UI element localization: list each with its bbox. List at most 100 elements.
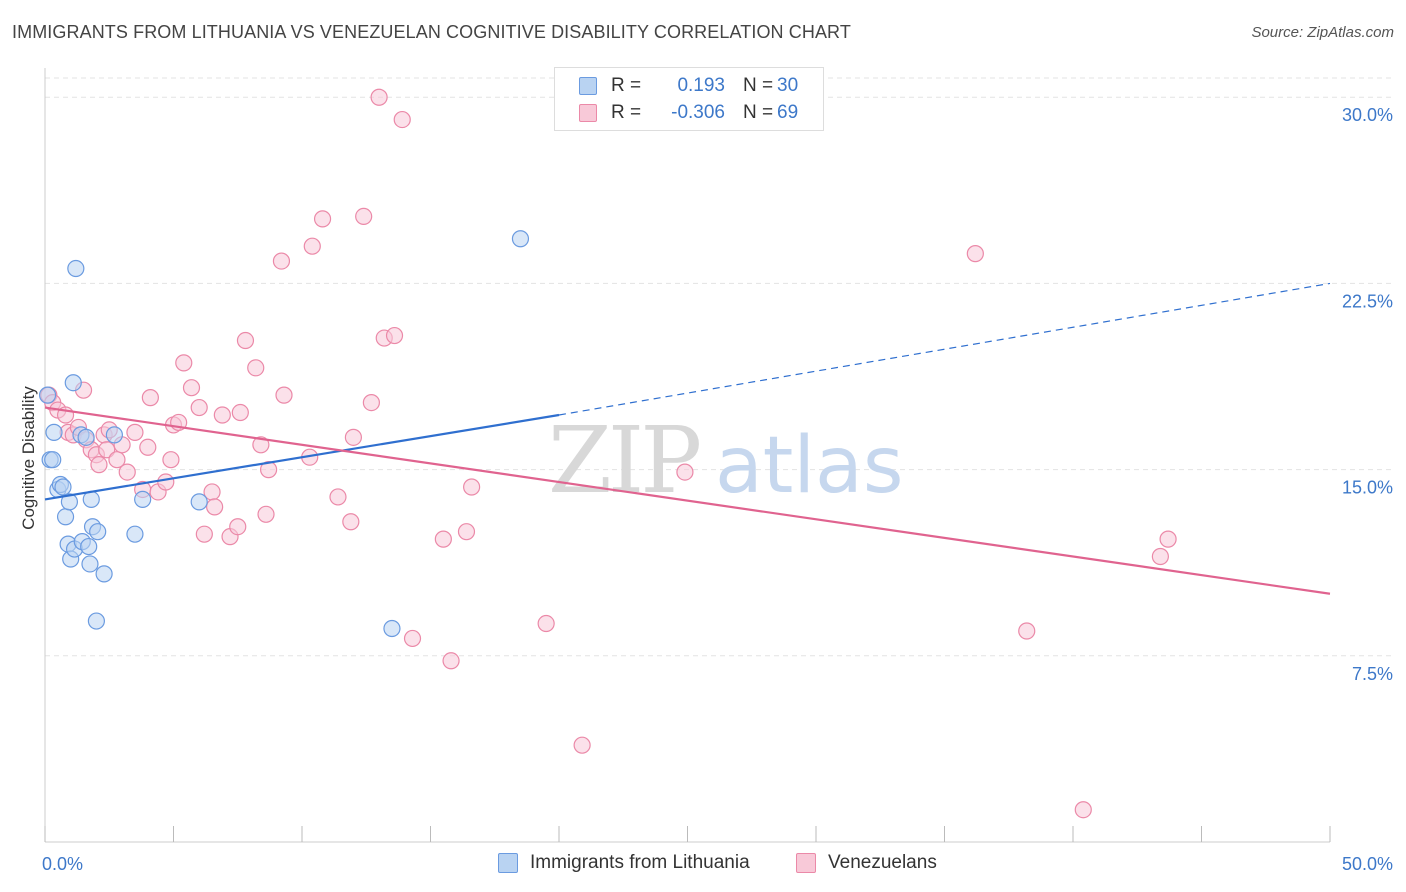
venezuelan-point — [442, 652, 460, 670]
venezuelan-point — [175, 354, 193, 372]
legend-row-venezuelans: R = -0.306 N = 69 — [579, 101, 817, 125]
y-tick-label: 7.5% — [1352, 664, 1393, 684]
watermark: ZIP atlas — [548, 407, 904, 514]
venezuelan-point — [385, 326, 404, 345]
lithuania-point — [56, 508, 75, 526]
x-tick-label: 50.0% — [1342, 854, 1393, 874]
venezuelan-point — [303, 237, 321, 255]
lithuania-point — [87, 612, 106, 630]
venezuelan-point — [213, 406, 231, 424]
lithuania-point — [81, 555, 99, 573]
lithuania-point — [80, 537, 98, 556]
legend-n-label: N = — [743, 75, 774, 96]
venezuelan-point — [313, 210, 332, 228]
legend-item-venezuelans[interactable]: Venezuelans — [796, 852, 937, 874]
lithuania-point — [45, 423, 63, 441]
venezuelan-point — [463, 478, 481, 496]
venezuelan-point — [206, 498, 224, 516]
lithuania-point — [44, 451, 62, 469]
legend-r-label: R = — [611, 102, 642, 123]
lithuania-point — [67, 259, 85, 278]
lithuania-point — [511, 230, 530, 248]
venezuelan-trend-line — [44, 406, 1331, 595]
venezuelan-point — [231, 403, 249, 422]
legend-swatch-blue — [579, 77, 597, 95]
legend-r-value: -0.306 — [671, 102, 725, 123]
chart-title: IMMIGRANTS FROM LITHUANIA VS VENEZUELAN … — [12, 22, 851, 42]
venezuelan-point — [329, 488, 347, 506]
legend-r-value: 0.193 — [677, 75, 725, 96]
legend-item-label: Immigrants from Lithuania — [530, 852, 750, 873]
venezuelan-point — [1018, 622, 1036, 640]
series-legend: Immigrants from Lithuania Venezuelans — [0, 852, 1406, 878]
venezuelan-point — [98, 441, 116, 459]
venezuelan-point — [355, 207, 373, 225]
watermark-zip: ZIP — [548, 407, 699, 514]
lithuania-point — [77, 428, 95, 446]
lithuania-point — [89, 523, 107, 541]
venezuelan-point — [344, 428, 362, 446]
venezuelan-point — [1151, 547, 1169, 566]
lithuania-point — [64, 374, 82, 392]
legend-item-label: Venezuelans — [828, 852, 937, 873]
venezuelan-point — [257, 505, 275, 523]
lithuania-trend-line — [44, 413, 560, 501]
legend-swatch-pink — [796, 853, 816, 873]
venezuelan-point — [141, 389, 159, 407]
venezuelan-point — [1159, 530, 1177, 548]
legend-n-value: 30 — [777, 75, 799, 96]
legend-row-lithuania: R = 0.193 N = 30 — [579, 74, 817, 98]
venezuelan-point — [272, 252, 291, 270]
lithuania-point — [60, 493, 79, 511]
venezuelan-point — [190, 398, 208, 417]
lithuania-point — [105, 426, 123, 444]
venezuelan-point — [457, 523, 476, 541]
venezuelan-point — [537, 614, 555, 633]
legend-n-value: 69 — [777, 102, 799, 123]
legend-item-lithuania[interactable]: Immigrants from Lithuania — [498, 852, 750, 874]
lithuania-point — [134, 490, 152, 509]
lithuania-point — [190, 493, 208, 511]
venezuelan-point — [162, 451, 180, 469]
venezuelan-point — [229, 518, 247, 536]
venezuelan-point — [118, 463, 136, 481]
venezuelan-point — [966, 245, 984, 263]
venezuelan-point — [247, 359, 265, 377]
y-tick-label: 30.0% — [1342, 105, 1393, 125]
venezuelan-point — [195, 525, 213, 543]
venezuelan-point — [126, 423, 144, 441]
source-label: Source: ZipAtlas.com — [1251, 24, 1394, 41]
legend-swatch-pink — [579, 104, 597, 122]
venezuelan-point — [1074, 801, 1092, 819]
venezuelan-point — [236, 331, 255, 350]
lithuania-point — [126, 525, 144, 543]
venezuelan-point — [676, 463, 694, 481]
correlation-legend: R = 0.193 N = 30 R = -0.306 N = 69 — [554, 67, 824, 131]
venezuelan-point — [182, 379, 201, 397]
venezuelan-point — [275, 386, 293, 404]
y-axis-label: Cognitive Disability — [19, 386, 38, 530]
venezuelan-point — [362, 393, 380, 412]
y-tick-label: 22.5% — [1342, 291, 1393, 311]
trend-lines — [44, 282, 1331, 595]
lithuania-point — [38, 386, 57, 404]
legend-r-label: R = — [611, 75, 642, 96]
lithuania-point — [54, 478, 72, 496]
grid-lines — [45, 77, 1392, 657]
legend-swatch-blue — [498, 853, 518, 873]
venezuelan-point — [252, 436, 270, 454]
venezuelan-point — [403, 629, 422, 648]
venezuelan-point — [139, 438, 157, 456]
venezuelan-point — [393, 110, 411, 129]
venezuelan-point — [434, 530, 452, 548]
y-tick-label: 15.0% — [1342, 478, 1393, 498]
venezuelan-point — [573, 736, 591, 754]
watermark-atlas: atlas — [715, 421, 904, 511]
venezuelan-point — [108, 451, 126, 469]
venezuelan-point — [90, 456, 108, 474]
venezuelan-point — [370, 88, 388, 106]
legend-n-label: N = — [743, 102, 774, 123]
venezuelan-point — [342, 513, 360, 531]
lithuania-trend-extension — [558, 282, 1331, 416]
